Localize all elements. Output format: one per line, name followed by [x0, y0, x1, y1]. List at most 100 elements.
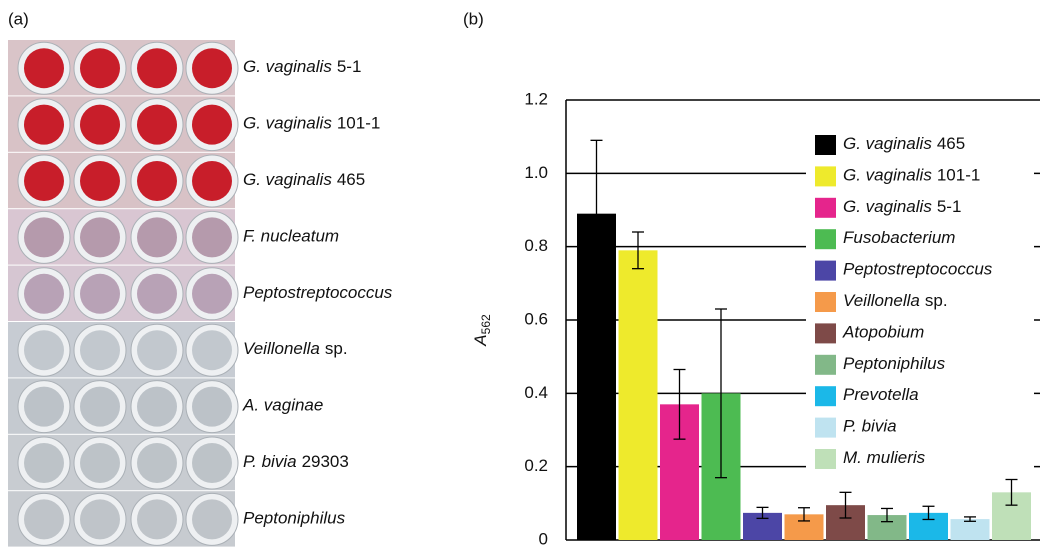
error-bar	[922, 505, 935, 521]
well	[192, 273, 232, 314]
well	[24, 273, 64, 314]
well	[80, 330, 120, 371]
well	[80, 386, 120, 427]
well	[192, 104, 232, 145]
legend-label-italic: Atopobium	[842, 323, 924, 342]
well	[137, 104, 177, 145]
well	[192, 217, 232, 258]
legend-label-plain: sp.	[925, 291, 948, 310]
row-label-italic: G. vaginalis	[243, 114, 332, 133]
row-label-plain: 29303	[302, 452, 349, 471]
well	[137, 48, 177, 89]
legend-swatch	[815, 229, 836, 250]
well	[24, 330, 64, 371]
legend-swatch	[815, 417, 836, 438]
well	[192, 161, 232, 201]
legend-swatch	[815, 354, 836, 375]
legend-label-plain: 101-1	[937, 166, 980, 185]
row-label: Veillonella sp.	[243, 340, 348, 359]
well-photo	[8, 40, 239, 547]
well	[80, 443, 120, 483]
well	[24, 48, 64, 89]
error-bar	[798, 507, 810, 522]
row-label: A. vaginae	[242, 396, 323, 415]
legend-swatch	[815, 386, 836, 407]
error-bar	[715, 308, 727, 479]
well	[137, 499, 177, 540]
well	[137, 330, 177, 371]
legend-label: Prevotella	[843, 386, 919, 405]
legend-label: G. vaginalis 465	[843, 134, 965, 153]
row-label-italic: F. nucleatum	[243, 227, 339, 246]
error-bar	[839, 491, 852, 519]
row-label-italic: Veillonella	[243, 340, 320, 359]
well	[24, 161, 64, 201]
row-label-italic: P. bivia	[243, 452, 297, 471]
legend-label-italic: Fusobacterium	[843, 229, 955, 248]
row-label: Peptoniphilus	[243, 509, 346, 528]
row-label-italic: Peptostreptococcus	[243, 283, 393, 302]
well	[137, 217, 177, 258]
row-label: G. vaginalis 5-1	[243, 58, 361, 77]
legend-swatch	[815, 323, 836, 344]
row-label-italic: G. vaginalis	[243, 58, 332, 77]
legend-label-italic: G. vaginalis	[843, 166, 932, 185]
legend-box	[806, 126, 1034, 476]
y-tick-label: 0.8	[524, 236, 548, 255]
legend-swatch	[815, 292, 836, 312]
well	[137, 443, 177, 483]
error-bar	[756, 506, 769, 520]
y-tick-label: 0.6	[524, 309, 548, 328]
legend-swatch	[815, 166, 836, 187]
legend-label-italic: P. bivia	[843, 417, 897, 436]
well	[80, 48, 120, 89]
row-label-italic: G. vaginalis	[243, 170, 332, 189]
well	[80, 499, 120, 540]
legend-label-italic: Peptoniphilus	[843, 354, 946, 373]
bar	[950, 519, 990, 540]
y-label-main: A	[471, 334, 490, 346]
legend-label-plain: 5-1	[937, 197, 962, 216]
row-label: Peptostreptococcus	[243, 283, 393, 302]
well	[24, 386, 64, 427]
legend-label: Atopobium	[842, 323, 924, 342]
legend-label-plain: 465	[937, 134, 965, 153]
well	[80, 161, 120, 201]
well	[80, 273, 120, 314]
legend-label: P. bivia	[843, 417, 897, 436]
well	[192, 330, 232, 371]
legend-label-italic: M. mulieris	[843, 448, 926, 467]
well	[24, 217, 64, 258]
well	[80, 217, 120, 258]
row-label: G. vaginalis 465	[243, 170, 365, 189]
panel-label: (b)	[463, 9, 484, 28]
y-tick-label: 1.2	[524, 89, 548, 108]
y-axis-label: A562	[471, 314, 493, 347]
legend-label: M. mulieris	[843, 448, 926, 467]
legend-label: Peptoniphilus	[843, 354, 946, 373]
bar	[618, 250, 658, 541]
error-bar	[590, 139, 603, 288]
well	[137, 386, 177, 427]
error-bar	[964, 516, 976, 522]
y-label-sub: 562	[479, 314, 493, 334]
legend-label: G. vaginalis 101-1	[843, 166, 980, 185]
well	[192, 443, 232, 483]
legend-label: Fusobacterium	[843, 229, 955, 248]
well	[24, 499, 64, 540]
error-bar	[673, 368, 686, 440]
row-label-plain: 465	[337, 170, 365, 189]
legend-label-italic: Veillonella	[843, 291, 920, 310]
legend-swatch	[815, 260, 836, 281]
error-bar	[881, 507, 893, 523]
y-tick-label: 0.4	[524, 383, 548, 402]
well	[80, 104, 120, 145]
well	[24, 104, 64, 145]
well	[137, 161, 177, 201]
panel-label: (a)	[8, 9, 29, 28]
legend-swatch	[815, 197, 836, 218]
legend-label-italic: G. vaginalis	[843, 134, 932, 153]
error-bar	[632, 231, 644, 270]
row-label-plain: sp.	[325, 340, 348, 359]
